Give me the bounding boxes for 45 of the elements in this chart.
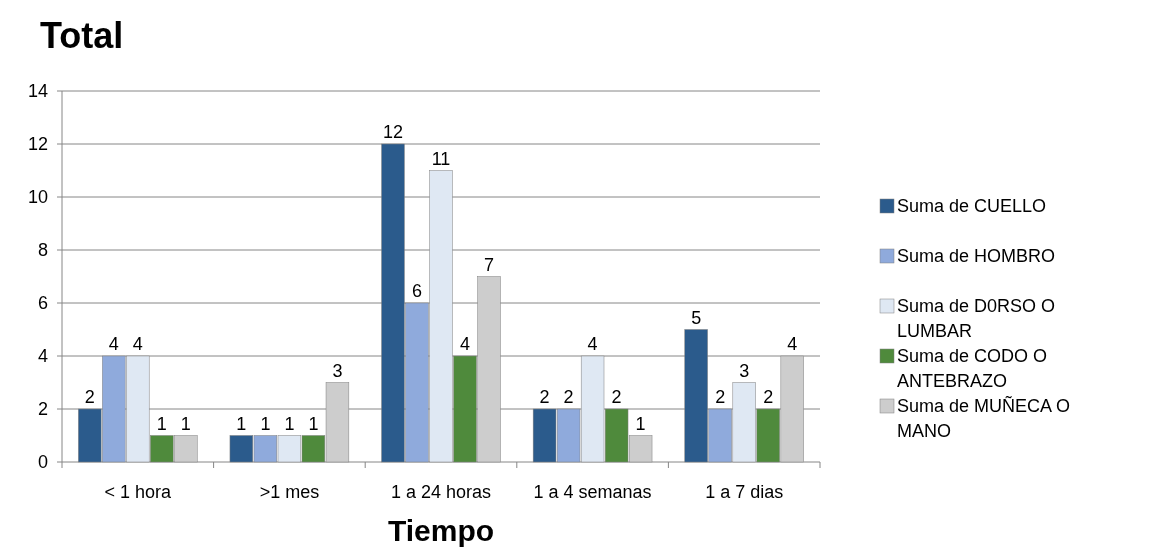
data-label: 1 (284, 413, 295, 434)
data-label: 1 (236, 413, 247, 434)
y-tick-label: 4 (37, 346, 48, 367)
data-label: 4 (587, 334, 598, 354)
data-label: 2 (84, 387, 95, 407)
data-label: 2 (715, 387, 726, 407)
y-tick-label: 8 (37, 240, 48, 261)
data-label: 3 (332, 360, 343, 381)
x-tick-label: < 1 hora (104, 482, 173, 502)
y-tick-label: 6 (37, 293, 48, 314)
x-tick-label: 1 a 4 semanas (533, 482, 652, 502)
data-label: 5 (691, 307, 702, 328)
data-label: 4 (460, 334, 471, 354)
data-label: 6 (411, 281, 422, 301)
data-label: 4 (132, 334, 143, 354)
data-label: 4 (787, 334, 798, 354)
data-label: 2 (563, 387, 574, 407)
legend-label: Suma de CUELLO (897, 196, 1047, 216)
data-label: 2 (539, 387, 550, 407)
legend-label: Suma de CODO O ANTEBRAZO (897, 346, 1048, 391)
y-tick-label: 14 (27, 81, 48, 102)
data-label: 7 (484, 254, 495, 275)
data-label: 2 (763, 387, 774, 407)
data-label: 1 (308, 413, 319, 434)
y-tick-label: 0 (37, 452, 48, 473)
data-label: 12 (382, 122, 403, 142)
data-label: 2 (611, 387, 622, 407)
x-tick-label: 1 a 24 horas (390, 482, 492, 502)
x-tick-label: 1 a 7 dias (705, 482, 784, 502)
data-label: 1 (180, 413, 191, 434)
legend-label: Suma de MUÑECA O MANO (897, 395, 1071, 441)
y-tick-label: 2 (37, 399, 48, 420)
chart-title: Total (40, 15, 124, 56)
data-label: 1 (156, 413, 167, 434)
x-axis-title: Tiempo (387, 514, 495, 547)
y-tick-label: 10 (27, 187, 48, 208)
data-label: 1 (260, 413, 271, 434)
legend-label: Suma de HOMBRO (897, 246, 1056, 266)
data-label: 11 (431, 148, 451, 169)
legend-label: Suma de D0RSO O LUMBAR (897, 296, 1056, 341)
data-label: 3 (739, 360, 750, 381)
data-label: 4 (108, 334, 119, 354)
x-tick-label: >1 mes (259, 482, 320, 502)
y-tick-label: 12 (27, 134, 48, 155)
data-label: 1 (635, 413, 646, 434)
